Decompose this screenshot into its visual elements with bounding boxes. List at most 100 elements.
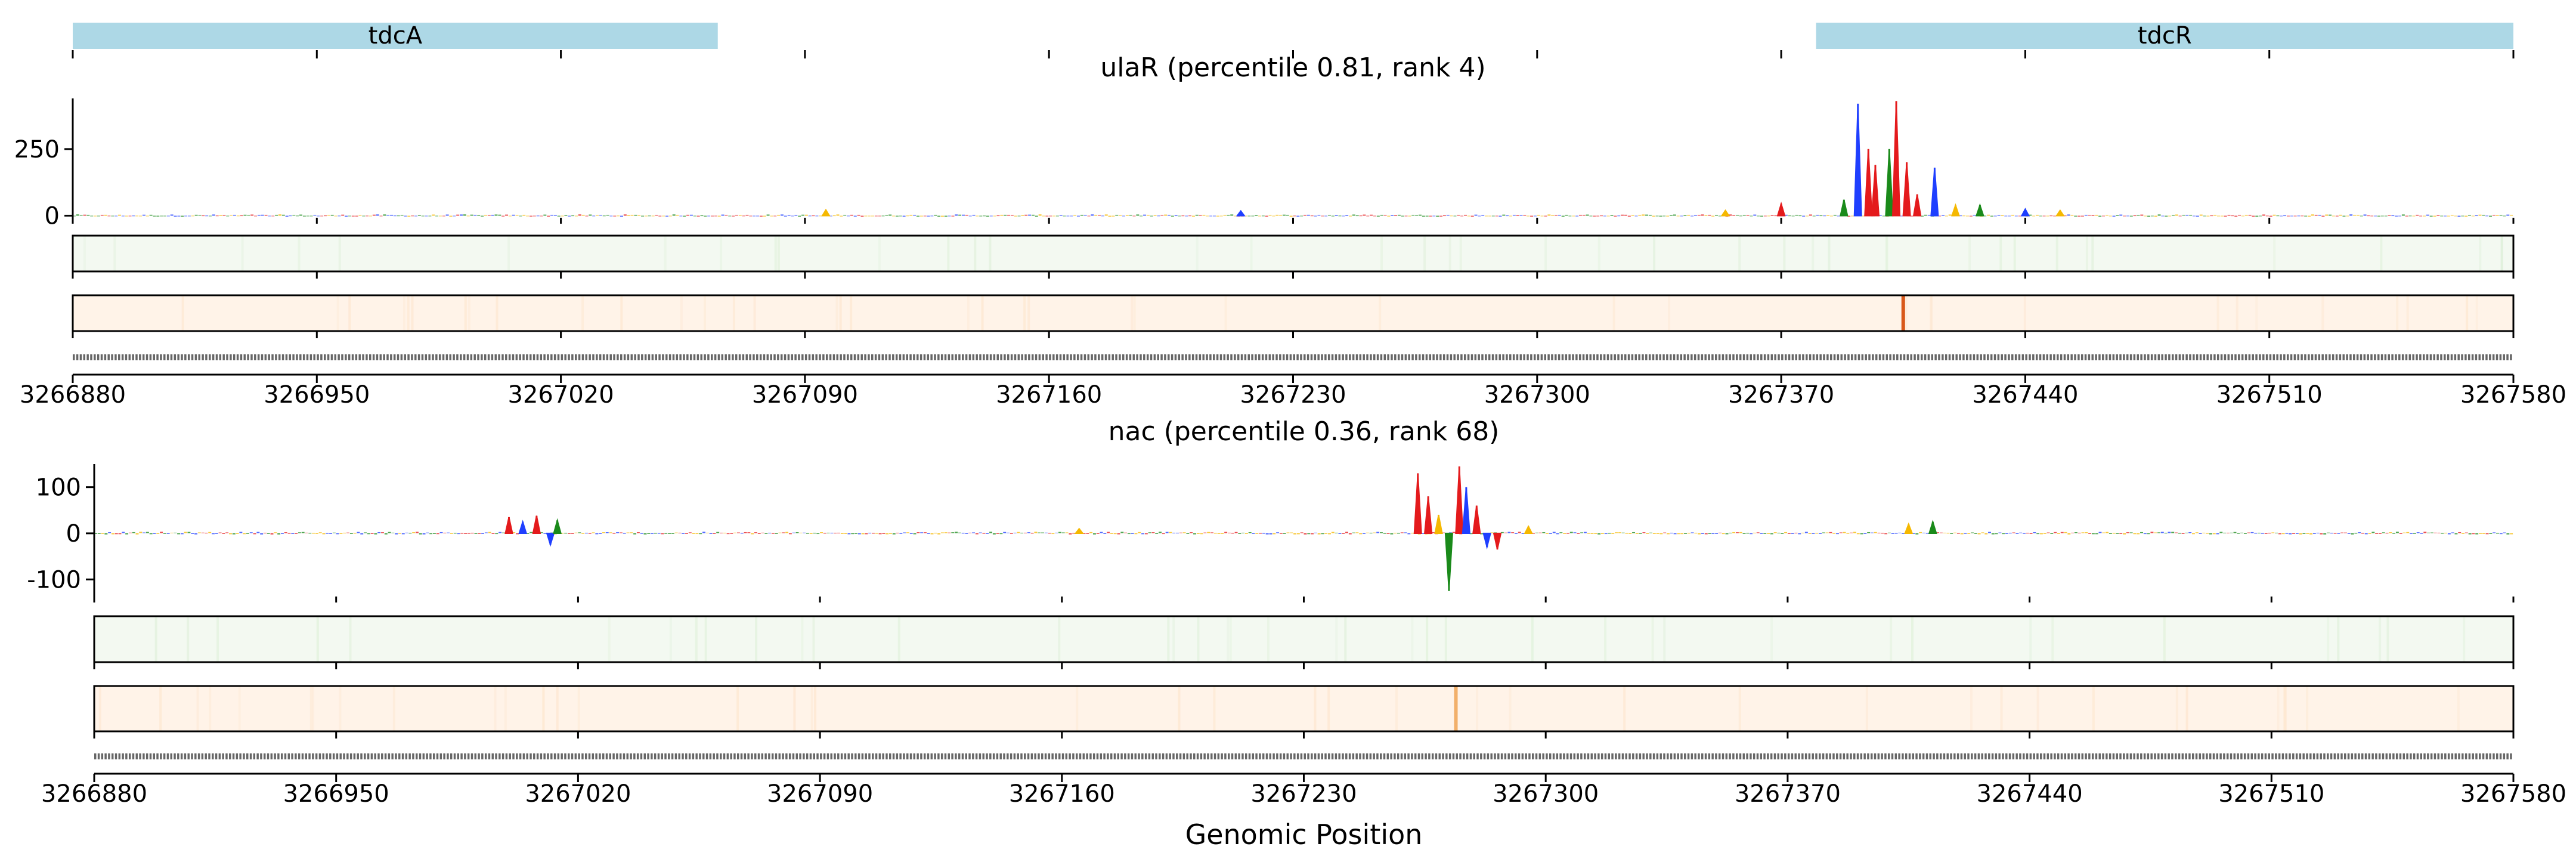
attribution-noise-mark bbox=[1750, 533, 1753, 534]
attribution-noise-mark bbox=[1701, 214, 1704, 216]
sequence-base bbox=[1369, 753, 1372, 759]
sequence-base bbox=[215, 354, 218, 360]
attribution-logo-ulaR bbox=[73, 101, 2513, 217]
attribution-noise-mark bbox=[1010, 215, 1014, 216]
sequence-base bbox=[1959, 354, 1961, 360]
attribution-noise-mark bbox=[1432, 215, 1436, 217]
sequence-base bbox=[1885, 354, 1888, 360]
attribution-noise-mark bbox=[1045, 215, 1049, 217]
attribution-noise-mark bbox=[453, 215, 456, 217]
sequence-base bbox=[1286, 354, 1289, 360]
sequence-base bbox=[1573, 753, 1576, 759]
sequence-base bbox=[1736, 354, 1738, 360]
attribution-noise-mark bbox=[76, 214, 79, 216]
sequence-base bbox=[1725, 753, 1728, 759]
attribution-noise-mark bbox=[1265, 533, 1269, 534]
sequence-base bbox=[1048, 753, 1051, 759]
sequence-base bbox=[742, 354, 745, 360]
attribution-noise-mark bbox=[2408, 215, 2412, 217]
sequence-base bbox=[464, 753, 466, 759]
sequence-base bbox=[840, 354, 842, 360]
sequence-base bbox=[1117, 753, 1120, 759]
sequence-base bbox=[2361, 753, 2364, 759]
attribution-noise-mark bbox=[744, 532, 747, 533]
attribution-noise-mark bbox=[1190, 532, 1193, 533]
sequence-base bbox=[1240, 354, 1243, 360]
attribution-noise-mark bbox=[436, 533, 439, 534]
attribution-noise-mark bbox=[1442, 215, 1446, 217]
sequence-base bbox=[174, 753, 176, 759]
heatmap-cell bbox=[2013, 236, 2016, 271]
sequence-base bbox=[1632, 753, 1634, 759]
attribution-noise-mark bbox=[773, 215, 777, 217]
attribution-noise-mark bbox=[840, 533, 844, 534]
attribution-noise-mark bbox=[2335, 215, 2339, 217]
sequence-base bbox=[170, 753, 172, 759]
sequence-base bbox=[274, 753, 276, 759]
sequence-base bbox=[2293, 354, 2296, 360]
sequence-base bbox=[707, 354, 710, 360]
attribution-noise-mark bbox=[1076, 215, 1080, 217]
sequence-base bbox=[2085, 753, 2087, 759]
sequence-base bbox=[2112, 354, 2115, 360]
sequence-base bbox=[2309, 753, 2312, 759]
sequence-base bbox=[2250, 753, 2253, 759]
attribution-noise-mark bbox=[1680, 533, 1684, 534]
sequence-base bbox=[661, 753, 663, 759]
attribution-noise-mark bbox=[695, 533, 699, 534]
attribution-noise-mark bbox=[702, 532, 705, 533]
sequence-base bbox=[2088, 354, 2091, 360]
attribution-noise-mark bbox=[2416, 214, 2419, 216]
attribution-noise-mark bbox=[1021, 215, 1024, 216]
attribution-noise-mark bbox=[2351, 533, 2354, 535]
sequence-base bbox=[2095, 354, 2097, 360]
attribution-noise-mark bbox=[968, 215, 972, 217]
attribution-noise-mark bbox=[940, 532, 944, 533]
sequence-base bbox=[1098, 354, 1100, 360]
attribution-noise-mark bbox=[198, 215, 202, 216]
attribution-noise-mark bbox=[1436, 215, 1439, 217]
sequence-base bbox=[250, 354, 253, 360]
sequence-base bbox=[1141, 753, 1144, 759]
attribution-noise-mark bbox=[2323, 533, 2327, 535]
attribution-noise-mark bbox=[1051, 533, 1055, 534]
sequence-base bbox=[623, 354, 626, 360]
x-tick-label: 3267160 bbox=[996, 381, 1102, 409]
attribution-noise-mark bbox=[330, 215, 334, 216]
attribution-noise-mark bbox=[2265, 215, 2269, 217]
heatmap-cell bbox=[835, 295, 838, 331]
sequence-base bbox=[1683, 354, 1686, 360]
attribution-noise-mark bbox=[644, 215, 648, 217]
heatmap-cell bbox=[1023, 295, 1026, 331]
heatmap-cell bbox=[2457, 686, 2460, 731]
attribution-noise-mark bbox=[696, 215, 700, 217]
sequence-base bbox=[613, 354, 615, 360]
sequence-base bbox=[1561, 354, 1564, 360]
sequence-base bbox=[2140, 753, 2142, 759]
sequence-base bbox=[2353, 354, 2355, 360]
sequence-base bbox=[585, 354, 588, 360]
sequence-base bbox=[232, 753, 235, 759]
sequence-base bbox=[416, 753, 418, 759]
attribution-noise-mark bbox=[463, 214, 466, 216]
attribution-noise-mark bbox=[2195, 532, 2199, 533]
attribution-noise-mark bbox=[623, 214, 627, 216]
sequence-base bbox=[578, 753, 580, 759]
sequence-base bbox=[1621, 753, 1624, 759]
attribution-noise-mark bbox=[902, 215, 906, 217]
attribution-noise-mark bbox=[2157, 532, 2160, 533]
attribution-noise-mark bbox=[1573, 532, 1577, 533]
sequence-base bbox=[868, 753, 871, 759]
attribution-noise-mark bbox=[1742, 533, 1746, 534]
attribution-noise-mark bbox=[1324, 215, 1328, 217]
sequence-base bbox=[1414, 753, 1417, 759]
sequence-base bbox=[785, 753, 788, 759]
sequence-base bbox=[2506, 753, 2509, 759]
attribution-noise-mark bbox=[889, 533, 892, 534]
sequence-base bbox=[1945, 354, 1948, 360]
attribution-noise-mark bbox=[1027, 532, 1030, 533]
x-axis-ulaR: 3266880 3266950 3267020 3267090 3267160 32672… bbox=[20, 218, 2566, 409]
attribution-noise-mark bbox=[2129, 215, 2133, 217]
attribution-noise-mark bbox=[222, 533, 225, 534]
sequence-base bbox=[2323, 753, 2326, 759]
